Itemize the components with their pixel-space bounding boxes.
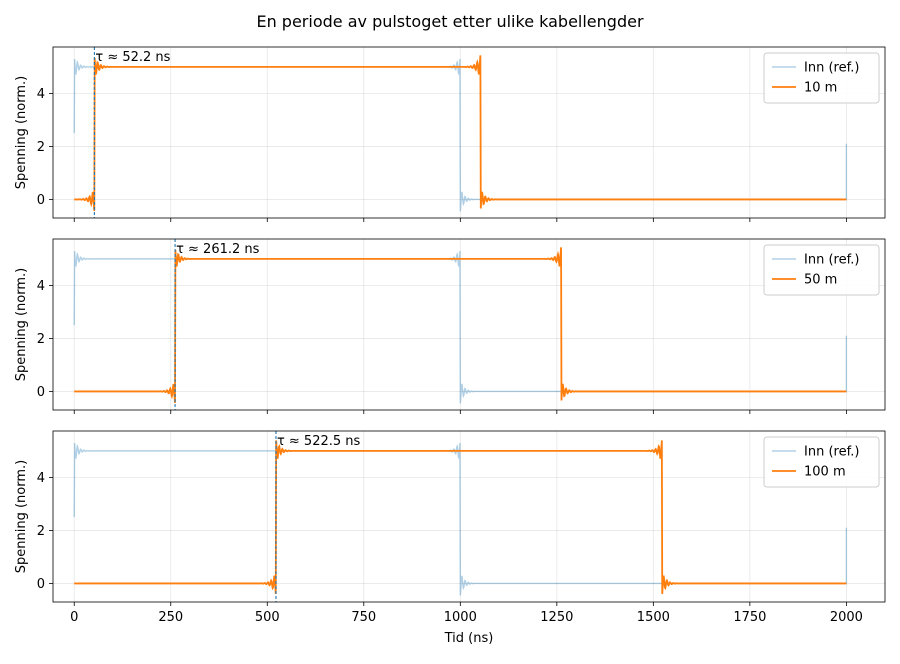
- delay-annotation: τ ≈ 522.5 ns: [277, 434, 361, 449]
- y-tick-label: 2: [37, 332, 45, 347]
- subplot-1: τ ≈ 52.2 ns 0 2 4 Spenning (norm.) Inn (ref.)…: [14, 46, 886, 222]
- x-tick-label: 1750: [733, 610, 766, 625]
- y-tick-label: 2: [37, 140, 45, 155]
- series-output-line: [74, 247, 847, 404]
- y-tick-label: 2: [37, 524, 45, 539]
- x-axis-label: Tid (ns): [444, 631, 494, 646]
- subplot-3: τ ≈ 522.5 ns 0 2 4 0 250 500 750 1000 1250 1500 175…: [14, 430, 886, 646]
- x-tick-label: 750: [351, 610, 376, 625]
- y-tick-label: 0: [37, 385, 45, 400]
- subplot-2: τ ≈ 261.2 ns 0 2 4 Spenning (norm.) Inn (ref.…: [14, 238, 886, 414]
- series-reference-line: [73, 251, 848, 404]
- y-tick-label: 0: [37, 193, 45, 208]
- y-tick-label: 0: [37, 577, 45, 592]
- legend-box: [763, 244, 880, 296]
- legend-label-output: 10 m: [804, 81, 837, 96]
- x-tick-label: 2000: [830, 610, 863, 625]
- plot-area: [73, 47, 848, 218]
- legend: Inn (ref.) 10 m: [763, 52, 880, 104]
- series-output-line: [74, 440, 847, 594]
- legend-label-reference: Inn (ref.): [804, 61, 859, 76]
- delay-annotation: τ ≈ 52.2 ns: [95, 50, 170, 65]
- plot-area: [73, 239, 848, 410]
- legend-label-reference: Inn (ref.): [804, 445, 859, 460]
- legend-label-output: 50 m: [804, 273, 837, 288]
- plot-area: [73, 431, 848, 602]
- y-tick-label: 4: [37, 87, 45, 102]
- x-tick-label: 1250: [540, 610, 573, 625]
- delay-annotation: τ ≈ 261.2 ns: [176, 242, 260, 257]
- x-tick-label: 250: [158, 610, 183, 625]
- legend-label-output: 100 m: [804, 465, 846, 480]
- figure-title: En periode av pulstoget etter ulike kabe…: [256, 12, 643, 31]
- legend-box: [763, 52, 880, 104]
- legend-box: [763, 436, 880, 488]
- series-output-line: [74, 55, 847, 212]
- legend: Inn (ref.) 50 m: [763, 244, 880, 296]
- x-tick-label: 1500: [637, 610, 670, 625]
- series-reference-line: [73, 443, 848, 596]
- x-tick-label: 500: [255, 610, 280, 625]
- series-reference-line: [73, 59, 848, 212]
- legend-label-reference: Inn (ref.): [804, 253, 859, 268]
- y-axis-label: Spenning (norm.): [14, 460, 29, 573]
- x-tick-label: 1000: [444, 610, 477, 625]
- y-tick-label: 4: [37, 279, 45, 294]
- x-tick-label: 0: [70, 610, 78, 625]
- y-axis-label: Spenning (norm.): [14, 268, 29, 381]
- legend: Inn (ref.) 100 m: [763, 436, 880, 488]
- axes-frame: [52, 238, 886, 411]
- axes-frame: [52, 430, 886, 603]
- y-tick-label: 4: [37, 471, 45, 486]
- axes-frame: [52, 46, 886, 219]
- y-axis-label: Spenning (norm.): [14, 76, 29, 189]
